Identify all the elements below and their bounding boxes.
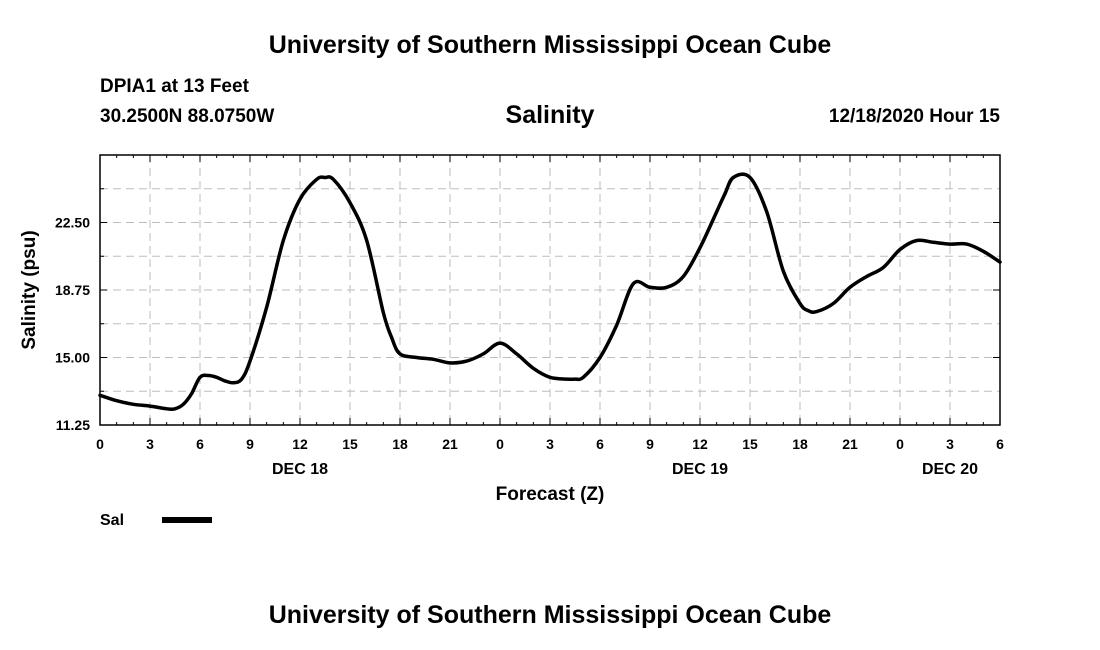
y-axis-title: Salinity (psu) [19,230,40,349]
series-line-sal [98,172,1002,412]
grid-lines [100,155,1000,425]
x-tick-label: 3 [546,436,554,452]
y-tick-label: 22.50 [55,215,90,231]
x-tick-label: 3 [146,436,154,452]
x-tick-label: 12 [692,436,708,452]
chart-title-bottom: University of Southern Mississippi Ocean… [268,601,832,629]
x-tick-label: 21 [842,436,858,452]
x-tick-label: 21 [442,436,458,452]
date-labels: DEC 18 DEC 19 DEC 20 [272,461,978,478]
x-tick-label: 15 [342,436,358,452]
y-tick-label: 18.75 [55,282,90,298]
x-tick-label: 18 [792,436,808,452]
legend-label: Sal [100,512,124,529]
x-tick-label: 0 [96,436,104,452]
station-label: DPIA1 at 13 Feet [100,76,249,97]
date-label: DEC 19 [672,461,728,478]
date-label: DEC 18 [272,461,328,478]
x-tick-label: 3 [946,436,954,452]
variable-title: Salinity [505,101,595,129]
x-tick-label: 12 [292,436,308,452]
x-tick-label: 6 [196,436,204,452]
x-tick-label: 15 [742,436,758,452]
x-tick-label: 0 [896,436,904,452]
x-tick-label: 9 [246,436,254,452]
x-tick-label: 9 [646,436,654,452]
chart-title-top: University of Southern Mississippi Ocean… [268,31,832,59]
date-label: DEC 20 [922,461,978,478]
forecast-timestamp: 12/18/2020 Hour 15 [828,106,1000,127]
x-tick-label: 0 [496,436,504,452]
x-tick-labels: 0 3 6 9 12 15 18 21 0 3 6 9 12 15 18 21 0 3 6 [96,436,1004,452]
x-axis-title: Forecast (Z) [496,484,605,505]
plot-frame [99,154,1001,426]
y-tick-labels: 11.25 15.00 18.75 22.50 [55,215,90,434]
x-tick-label: 6 [596,436,604,452]
y-tick-label: 11.25 [56,417,90,433]
x-tick-label: 6 [996,436,1004,452]
y-tick-label: 15.00 [55,350,90,366]
station-coordinates: 30.2500N 88.0750W [100,106,275,127]
x-tick-label: 18 [392,436,408,452]
